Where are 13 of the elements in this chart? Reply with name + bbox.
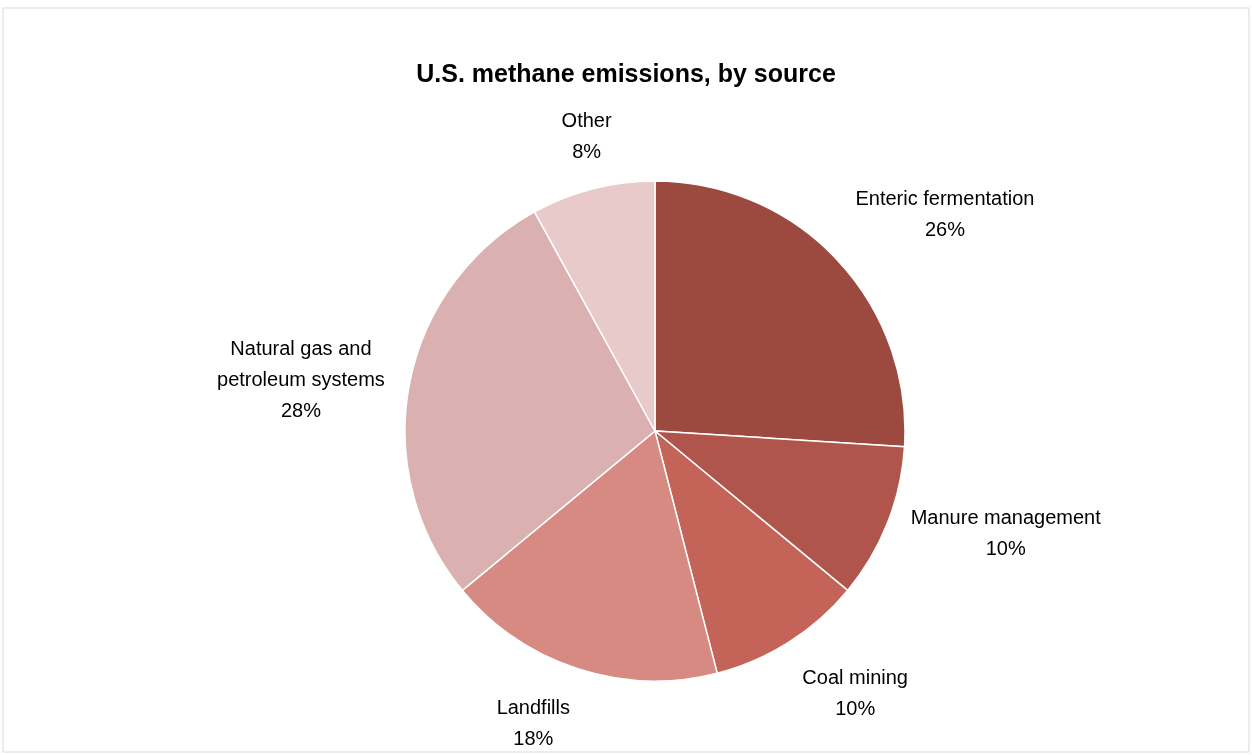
slice-label: Enteric fermentation: [855, 186, 1035, 209]
data-label: 10%: [985, 536, 1026, 559]
slice-label: Other: [561, 108, 612, 131]
data-label: 10%: [835, 697, 876, 720]
slice-label: Natural gas and petroleum systems: [217, 337, 385, 391]
data-label: 18%: [513, 726, 554, 749]
data-label: 28%: [280, 399, 322, 422]
data-label: 8%: [572, 139, 602, 162]
slice-label: Landfills: [496, 695, 571, 718]
data-label: 26%: [924, 217, 966, 240]
slice-label: Manure management: [910, 505, 1102, 528]
slice-label: Coal mining: [802, 666, 908, 689]
chart-title: U.S. methane emissions, by source: [416, 59, 836, 87]
